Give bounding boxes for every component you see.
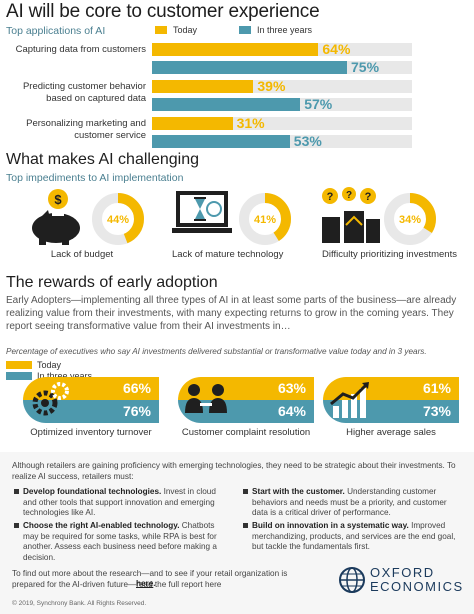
link-end: .: [153, 579, 156, 588]
bullet: [243, 489, 248, 494]
recommendation-head: Build on innovation in a systematic way.: [252, 521, 409, 530]
recommendation-item: Build on innovation in a systematic way.…: [243, 521, 458, 553]
recommendation-head: Develop foundational technologies.: [23, 487, 162, 496]
donut-arc: [92, 193, 144, 245]
recommendation-item: Start with the customer. Understanding c…: [243, 487, 458, 519]
recommendation-body: Improved merchandizing, products, and se…: [252, 521, 456, 551]
donut-value-label: 41%: [254, 214, 276, 226]
reward-card: 63% 64%: [178, 377, 314, 423]
piggy-bank-icon: $: [32, 189, 80, 245]
bar-today: [152, 117, 233, 130]
find-out-text: To find out more about the research—and …: [12, 569, 288, 589]
bar-value-label: 75%: [351, 59, 380, 75]
legend-future-swatch: [239, 26, 252, 34]
recommendation-head: Choose the right AI-enabled technology.: [23, 521, 180, 530]
donut-caption: Lack of budget: [50, 249, 114, 260]
reward-caption: Higher average sales: [346, 427, 436, 438]
reward-caption: Customer complaint resolution: [181, 427, 311, 438]
section2-title: What makes AI challenging: [6, 151, 199, 168]
reward-future-value: 76%: [122, 403, 151, 419]
donut-arc: [239, 193, 291, 245]
reward-future-value: 64%: [277, 403, 306, 419]
legend-future-label: In three years: [257, 25, 313, 35]
donut-caption: Difficulty prioritizing investments: [322, 249, 457, 260]
section3-title: The rewards of early adoption: [6, 274, 218, 291]
growth-chart-icon: [330, 382, 369, 418]
applications-bar-chart: Capturing data from customers Predicting…: [0, 40, 474, 150]
recommendation-item: Choose the right AI-enabled technology. …: [14, 521, 224, 563]
section3-legend-today: Today: [6, 360, 61, 370]
full-report-link[interactable]: here: [136, 579, 154, 588]
legend-future-swatch: [6, 372, 32, 380]
copyright: © 2019, Synchrony Bank. All Rights Reser…: [12, 600, 147, 607]
bar-value-label: 64%: [322, 41, 351, 57]
recommendation-body: Understanding customer behaviors and nee…: [252, 487, 447, 517]
bar-value-label: 53%: [293, 133, 322, 149]
bar-value-label: 39%: [257, 78, 286, 94]
donut-chart: 41%: [239, 193, 291, 245]
bar-category-label: Personalizing marketing and customer ser…: [26, 118, 146, 141]
legend-today-swatch: [155, 26, 167, 34]
reward-today-value: 66%: [122, 380, 151, 396]
recommendation-body: Chatbots may be required for some tasks,…: [23, 521, 217, 562]
gears-icon: [32, 382, 69, 416]
legend-today-swatch: [6, 361, 32, 369]
svg-text:?: ?: [346, 190, 352, 201]
bullet: [14, 523, 19, 528]
recommendation-head: Start with the customer.: [252, 487, 345, 496]
bullet: [14, 489, 19, 494]
section1-legend: Today In three years: [155, 25, 312, 35]
svg-text:?: ?: [365, 191, 372, 203]
donut-arc: [384, 193, 436, 245]
legend-today-label: Today: [173, 25, 198, 35]
question-coins-icon: ? ? ?: [322, 187, 380, 243]
reward-future-value: 73%: [422, 403, 451, 419]
svg-text:$: $: [54, 192, 62, 207]
laptop-hourglass-icon: [172, 191, 232, 233]
reward-today-value: 63%: [277, 380, 306, 396]
reward-today-value: 61%: [422, 380, 451, 396]
donut-chart: 34%: [384, 193, 436, 245]
report-link-wrap: here.: [136, 579, 156, 590]
bar-category-label: Predicting customer behavior based on ca…: [22, 81, 146, 104]
legend-today-label: Today: [37, 360, 62, 370]
bar-category-label: Capturing data from customers: [15, 44, 146, 55]
legend-future-label: In three years: [37, 371, 93, 381]
recommendation-item: Develop foundational technologies. Inves…: [14, 487, 224, 519]
section3-legend-future: In three years: [6, 371, 92, 381]
donut-caption: Lack of mature technology: [172, 249, 284, 260]
reward-caption: Optimized inventory turnover: [30, 427, 152, 438]
section1-title: AI will be core to customer experience: [6, 1, 320, 22]
bar-in-three-years: [152, 61, 347, 74]
bar-today: [152, 43, 319, 56]
bar-in-three-years: [152, 135, 290, 148]
svg-text:?: ?: [327, 191, 334, 203]
logo-line2: ECONOMICS: [370, 579, 464, 594]
people-meeting-icon: [185, 384, 227, 413]
globe-logo-icon: [339, 567, 365, 593]
bar-value-label: 31%: [236, 115, 265, 131]
section3-paragraph: Early Adopters—implementing all three ty…: [6, 295, 457, 332]
reward-card: 66% 76%: [23, 377, 159, 423]
bar-in-three-years: [152, 98, 301, 111]
section1-subtitle: Top applications of AI: [6, 25, 106, 37]
recommendation-body: Invest in cloud and other tools that sup…: [23, 487, 216, 517]
section2-subtitle: Top impediments to AI implementation: [6, 172, 184, 184]
donut-chart: 44%: [92, 193, 144, 245]
find-out-more: To find out more about the research—and …: [12, 569, 312, 590]
logo-line1: OXFORD: [370, 565, 435, 580]
section3-note: Percentage of executives who say AI inve…: [6, 347, 427, 356]
bullet: [243, 523, 248, 528]
donut-value-label: 34%: [399, 214, 421, 226]
bar-today: [152, 80, 254, 93]
panel-intro: Although retailers are gaining proficien…: [12, 461, 456, 481]
recommendations-panel: Although retailers are gaining proficien…: [0, 452, 474, 614]
reward-today-band: [178, 377, 314, 400]
reward-card: 61% 73%: [323, 377, 459, 423]
donut-value-label: 44%: [107, 214, 129, 226]
oxford-economics-logo: OXFORD ECONOMICS: [370, 566, 464, 594]
bar-value-label: 57%: [304, 96, 333, 112]
